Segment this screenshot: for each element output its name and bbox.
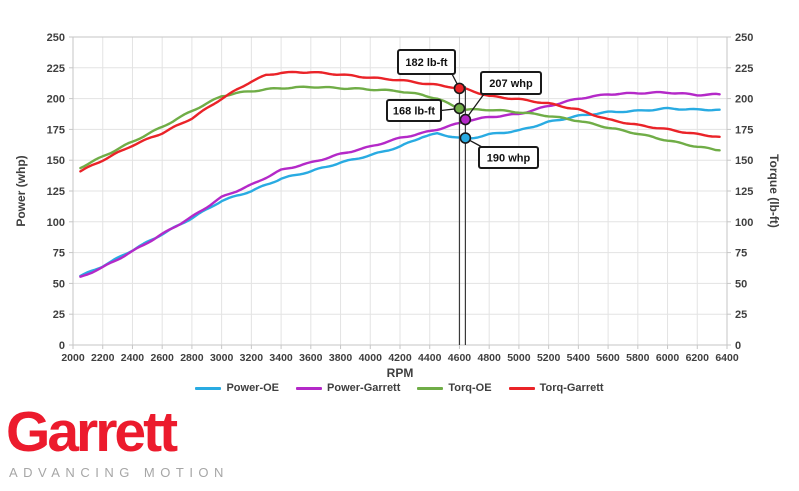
chart-canvas: 0 0 25 25 50 50 75 75 100 100 125 125 150 150 175 175 20… — [14, 32, 781, 380]
legend-item-torq-oe: Torq-OE — [417, 382, 492, 394]
right-axis-tick-label: 0 — [735, 340, 741, 352]
legend-swatch-power-garrett — [296, 386, 323, 390]
x-axis-tick-label: 3800 — [329, 352, 353, 364]
marker-lines — [458, 86, 466, 345]
x-axis-tick-label: 3000 — [210, 352, 234, 364]
data-point-dot-power-oe — [459, 132, 472, 144]
x-axis-tick-label: 3200 — [240, 352, 264, 364]
data-point-dot-torq-garrett — [453, 82, 466, 95]
callout-label: 182 lb-ft — [405, 57, 448, 69]
right-axis-tick-label: 75 — [735, 248, 747, 260]
garrett-wordmark: Garrett — [6, 400, 178, 464]
legend-label: Power-Garrett — [327, 382, 401, 394]
x-axis-tick-label: 4600 — [448, 352, 472, 364]
left-axis-tick-label: 100 — [47, 217, 65, 229]
right-axis-tick-label: 175 — [735, 124, 753, 136]
left-axis-tick-label: 250 — [47, 32, 65, 44]
series-line-torq-oe — [79, 85, 721, 170]
right-axis-tick-label: 225 — [735, 63, 753, 75]
legend-swatch-power-oe — [195, 386, 222, 390]
legend-item-torq-garrett: Torq-Garrett — [508, 382, 604, 394]
callout-box — [480, 71, 542, 95]
x-axis-tick-label: 5000 — [507, 352, 531, 364]
legend-label: Torq-OE — [448, 382, 492, 394]
legend-swatch-torq-oe — [417, 386, 444, 390]
x-axis-tick-label: 5400 — [567, 352, 591, 364]
x-axis-tick-label: 4200 — [388, 352, 412, 364]
legend-label: Torq-Garrett — [539, 382, 604, 394]
callout-box — [478, 146, 539, 169]
gridlines — [72, 36, 728, 346]
legend-item-power-oe: Power-OE — [195, 382, 279, 394]
left-axis-tick-label: 25 — [53, 309, 65, 321]
chart-legend: Power-OE Power-Garrett Torq-OE Torq-Garrett — [0, 382, 799, 394]
callout-box — [386, 99, 442, 122]
left-axis-tick-label: 75 — [53, 248, 65, 260]
right-axis-tick-label: 150 — [735, 155, 753, 167]
x-axis-tick-label: 5800 — [626, 352, 650, 364]
x-axis-tick-label: 3400 — [269, 352, 293, 364]
callout-label: 190 whp — [487, 153, 531, 165]
right-axis-tick-label: 25 — [735, 309, 747, 321]
axis-ticks: 0 0 25 25 50 50 75 75 100 100 125 125 150 150 175 175 20… — [47, 32, 754, 364]
x-axis-tick-label: 2400 — [121, 352, 145, 364]
garrett-logo: Garrett ADVANCING MOTION — [6, 400, 229, 481]
x-axis-tick-label: 2200 — [91, 352, 115, 364]
data-point-dot-torq-oe — [453, 102, 466, 115]
garrett-tagline: ADVANCING MOTION — [9, 465, 229, 480]
legend-swatch-torq-garrett — [508, 386, 535, 390]
x-axis-tick-label: 4800 — [478, 352, 502, 364]
dyno-chart: 0 0 25 25 50 50 75 75 100 100 125 125 150 150 175 175 20… — [0, 32, 799, 394]
x-axis-tick-label: 5200 — [537, 352, 561, 364]
x-axis-tick-label: 6200 — [686, 352, 710, 364]
left-axis-tick-label: 200 — [47, 94, 65, 106]
left-axis-tick-label: 0 — [59, 340, 65, 352]
x-axis-tick-label: 4400 — [418, 352, 442, 364]
right-axis-title: Torque (lb-ft) — [767, 154, 781, 228]
x-axis-tick-label: 2000 — [61, 352, 85, 364]
series-line-power-oe — [79, 106, 721, 278]
left-axis-tick-label: 150 — [47, 155, 65, 167]
left-axis-tick-label: 225 — [47, 63, 65, 75]
series-lines — [79, 70, 721, 278]
legend-item-power-garrett: Power-Garrett — [296, 382, 400, 394]
callout-label: 168 lb-ft — [393, 106, 436, 118]
callout-box — [397, 49, 456, 75]
data-point-dot-power-garrett — [459, 113, 472, 126]
left-axis-title: Power (whp) — [14, 155, 28, 226]
right-axis-tick-label: 250 — [735, 32, 753, 44]
right-axis-tick-label: 200 — [735, 94, 753, 106]
series-line-torq-garrett — [79, 70, 721, 173]
x-axis-tick-label: 2600 — [151, 352, 175, 364]
left-axis-tick-label: 175 — [47, 124, 65, 136]
x-axis-tick-label: 6000 — [656, 352, 680, 364]
series-line-power-garrett — [79, 90, 721, 278]
right-axis-tick-label: 100 — [735, 217, 753, 229]
x-axis-tick-label: 5600 — [596, 352, 620, 364]
legend-label: Power-OE — [226, 382, 280, 394]
x-axis-tick-label: 6400 — [715, 352, 739, 364]
left-axis-tick-label: 50 — [53, 278, 65, 290]
x-axis-tick-label: 2800 — [180, 352, 204, 364]
right-axis-tick-label: 50 — [735, 278, 747, 290]
x-axis-title: RPM — [387, 366, 414, 380]
x-axis-tick-label: 3600 — [299, 352, 323, 364]
x-axis-tick-label: 4000 — [359, 352, 383, 364]
left-axis-tick-label: 125 — [47, 186, 65, 198]
right-axis-tick-label: 125 — [735, 186, 753, 198]
annotations: 182 lb-ft 207 whp 168 lb-ft 190 whp — [386, 49, 542, 169]
callout-label: 207 whp — [489, 78, 533, 90]
